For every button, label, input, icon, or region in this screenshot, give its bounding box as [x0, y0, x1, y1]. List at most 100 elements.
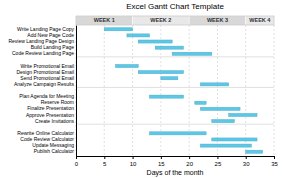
y-tick: Create Invitations [35, 118, 76, 124]
y-tick: Send Promotional Email [20, 75, 76, 81]
bar [150, 132, 207, 135]
x-tick-mark [217, 156, 218, 159]
x-tick-label: 35 [271, 161, 278, 167]
bar [229, 113, 257, 116]
y-tick-label: Review Landing Page Design [8, 38, 74, 44]
y-tick-label: Rewrite Online Calculator [17, 130, 74, 136]
x-tick-label: 30 [243, 161, 250, 167]
bar [195, 101, 206, 104]
y-tick: Add New Page Code [27, 32, 76, 38]
y-tick: Publish Calculator [34, 148, 76, 154]
grid-line [274, 25, 275, 156]
x-axis: 0 5 10 15 20 25 30 35 [75, 156, 279, 167]
bar [138, 71, 183, 74]
x-tick: 25 [215, 156, 222, 167]
y-tick: Analyze Campaign Results [14, 81, 76, 87]
grid-line [160, 25, 161, 156]
x-tick-label: 0 [75, 161, 79, 167]
week-label: WEEK 1 [94, 17, 115, 23]
y-tick-label: Finalize Presentation [27, 105, 74, 111]
bar [212, 120, 235, 123]
y-tick-label: Send Promotional Email [20, 75, 74, 81]
x-tick: 30 [243, 156, 250, 167]
group-separator [76, 87, 274, 88]
bar [200, 107, 240, 110]
title: Excel Gantt Chart Template [126, 2, 224, 11]
x-tick-mark [161, 156, 162, 159]
y-tick: Design Promotional Email [16, 69, 76, 75]
group-separator [76, 124, 274, 125]
y-tick-label: Code Review Calculator [20, 136, 74, 142]
week-label: WEEK 2 [150, 17, 171, 23]
y-axis: Write Landing Page CopyAdd New Page Code… [8, 26, 76, 157]
bar [200, 144, 251, 147]
y-tick: Approve Presentation [26, 112, 76, 118]
y-tick-label: Update Messaging [32, 142, 74, 148]
y-tick: Plan Agenda for Meeting [19, 93, 76, 99]
x-tick: 35 [271, 156, 278, 167]
y-tick-label: Code Review Landing Page [12, 50, 74, 56]
y-axis-line [76, 26, 77, 157]
week-header-border [76, 16, 274, 25]
plot: 0 5 10 15 20 25 30 35 Write Landing Page CopyAdd… [8, 16, 278, 167]
x-tick-label: 5 [103, 161, 107, 167]
grid-line [217, 25, 218, 156]
bar [155, 46, 183, 49]
x-tick: 10 [130, 156, 137, 167]
week-band [76, 16, 133, 25]
bar [161, 77, 178, 80]
x-axis-line [77, 157, 275, 160]
y-tick: Finalize Presentation [27, 105, 76, 111]
y-tick: Code Review Landing Page [12, 50, 76, 56]
y-tick-label: Write Promotional Email [20, 63, 74, 69]
bar [116, 64, 139, 67]
y-tick: Build Landing Page [31, 44, 76, 50]
bar [246, 150, 263, 153]
chart: 0 5 10 15 20 25 30 35 Write Landing Page CopyAdd… [0, 0, 283, 178]
y-tick: Rewrite Online Calculator [17, 130, 76, 136]
bar [212, 138, 257, 141]
x-tick: 0 [75, 156, 79, 167]
week-header: WEEK 1WEEK 2WEEK 3WEEK 4 [76, 16, 274, 25]
x-tick: 15 [158, 156, 165, 167]
x-tick-mark [104, 156, 105, 159]
x-tick-label: 25 [215, 161, 222, 167]
y-tick-label: Plan Agenda for Meeting [19, 93, 74, 99]
bar [200, 83, 228, 86]
grid-line [104, 25, 105, 156]
group-separator [76, 56, 274, 57]
x-tick-mark [189, 156, 190, 159]
x-tick-mark [133, 156, 134, 159]
y-tick: Reserve Room [41, 99, 76, 105]
y-tick-label: Design Promotional Email [16, 69, 74, 75]
x-tick-mark [274, 156, 275, 159]
x-axis-title: Days of the month [147, 169, 204, 177]
bar [138, 40, 172, 43]
x-tick: 5 [103, 156, 107, 167]
grid-line [245, 25, 246, 156]
x-tick-mark [246, 156, 247, 159]
week-label: WEEK 4 [249, 17, 271, 23]
week-band [246, 16, 274, 25]
y-tick-label: Create Invitations [35, 118, 74, 124]
week-band [189, 16, 246, 25]
bar [172, 52, 212, 55]
bars [104, 28, 262, 153]
x-tick-label: 10 [130, 161, 137, 167]
y-tick-label: Write Landing Page Copy [17, 26, 74, 32]
grid-line [132, 25, 133, 156]
grid-line [189, 25, 190, 156]
y-tick: Update Messaging [32, 142, 76, 148]
y-tick: Write Promotional Email [20, 63, 76, 69]
group-separators [76, 57, 274, 124]
bar [127, 34, 150, 37]
week-band [133, 16, 190, 25]
bar [104, 28, 132, 31]
grid [76, 25, 274, 156]
x-tick: 20 [186, 156, 193, 167]
y-tick-label: Build Landing Page [31, 44, 75, 50]
y-tick: Write Landing Page Copy [17, 26, 76, 32]
y-tick-label: Reserve Room [41, 99, 74, 105]
y-tick-label: Analyze Campaign Results [14, 81, 75, 87]
y-tick: Code Review Calculator [20, 136, 76, 142]
